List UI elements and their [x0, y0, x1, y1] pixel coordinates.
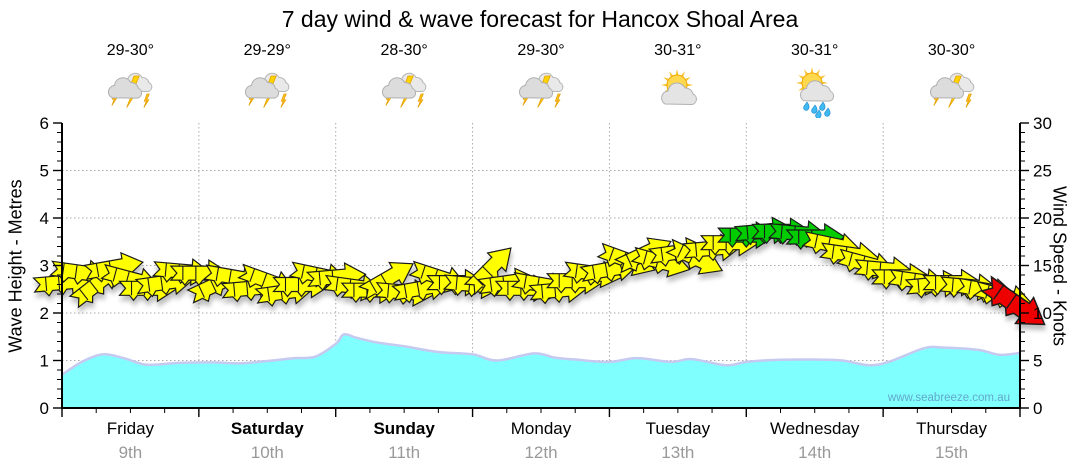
right-tick-label: 0: [1033, 399, 1042, 418]
temperature-range: 29-30°: [106, 42, 155, 59]
sun-cloud-rain-icon: [795, 67, 834, 118]
left-tick-label: 3: [40, 257, 49, 276]
wind-arrows: [32, 216, 1046, 326]
day-name-label: Sunday: [373, 419, 435, 438]
right-tick-label: 30: [1033, 114, 1052, 133]
day-date-label: 13th: [661, 443, 694, 462]
watermark: www.seabreeze.com.au: [887, 392, 1010, 404]
axis-ticks: [53, 122, 1029, 417]
wave-height-line: [61, 332, 1021, 376]
storm-icon: [518, 72, 564, 108]
day-name-label: Thursday: [916, 419, 987, 438]
x-axis-day-labels: Friday 9th Saturday 10th Sunday 11th Monday 12t…: [107, 419, 988, 462]
temperature-range: 30-31°: [791, 42, 839, 59]
right-tick-label: 25: [1033, 162, 1052, 181]
day-date-label: 9th: [119, 443, 143, 462]
sun-cloud-icon: [660, 69, 697, 106]
day-name-label: Tuesday: [646, 419, 711, 438]
temperature-range: 29-29°: [243, 42, 291, 59]
left-tick-label: 2: [40, 304, 49, 323]
day-date-label: 11th: [388, 443, 420, 462]
right-tick-label: 20: [1033, 209, 1052, 228]
axis-tick-labels: 0 1 2 3 4 5 6 0 5 10 15 20 25 30: [40, 114, 1052, 418]
left-tick-label: 4: [40, 209, 49, 228]
day-name-label: Monday: [511, 419, 572, 438]
day-header: 28-30°: [336, 42, 473, 118]
temperature-range: 30-31°: [654, 42, 702, 59]
storm-icon: [108, 72, 153, 108]
temperature-range: 29-30°: [517, 42, 565, 59]
wave-height-area: [62, 334, 1020, 408]
day-header: 30-30°: [883, 42, 1020, 118]
left-tick-label: 1: [40, 352, 49, 371]
left-tick-label: 5: [40, 162, 49, 181]
day-name-label: Friday: [107, 419, 155, 438]
left-tick-label: 0: [40, 399, 49, 418]
temperature-range: 30-30°: [927, 42, 976, 59]
day-header: 30-31°: [609, 42, 746, 118]
temperature-range: 28-30°: [380, 42, 428, 59]
day-name-label: Saturday: [231, 419, 304, 438]
right-tick-label: 5: [1033, 352, 1042, 371]
day-header: 29-30°: [62, 42, 199, 118]
storm-icon: [929, 72, 974, 108]
day-date-label: 10th: [251, 443, 284, 462]
day-header: 29-30°: [473, 42, 610, 118]
day-header: 30-31°: [746, 42, 883, 118]
storm-icon: [245, 72, 290, 108]
page-title: 7 day wind & wave forecast for Hancox Sh…: [281, 6, 799, 32]
day-name-label: Wednesday: [770, 419, 860, 438]
day-date-label: 15th: [935, 443, 968, 462]
day-date-label: 14th: [798, 443, 831, 462]
right-tick-label: 15: [1033, 257, 1052, 276]
day-header: 29-29°: [199, 42, 336, 118]
day-date-label: 12th: [524, 443, 557, 462]
storm-icon: [382, 72, 427, 108]
left-tick-label: 6: [40, 114, 49, 133]
right-tick-label: 10: [1033, 304, 1052, 323]
